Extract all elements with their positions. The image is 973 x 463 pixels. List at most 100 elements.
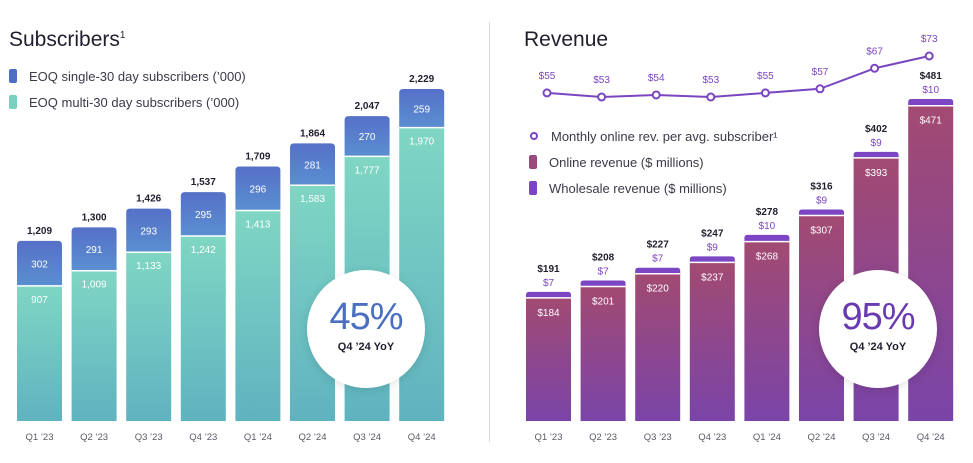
bar-online-revenue xyxy=(580,286,626,421)
subscribers-yoy-label: Q4 ’24 YoY xyxy=(337,341,395,353)
bar-single-subscribers xyxy=(17,240,62,286)
label-multi-value: 1,009 xyxy=(82,280,107,291)
label-wholesale-value: $10 xyxy=(759,221,776,232)
bar-multi-subscribers xyxy=(180,236,226,421)
revenue-yoy-badge: 95% Q4 ’24 YoY xyxy=(819,270,937,388)
x-tick-label: Q4 ’23 xyxy=(698,432,726,443)
label-single-value: 270 xyxy=(359,132,376,143)
panel-divider xyxy=(489,22,490,442)
legend-swatch-wholesale xyxy=(529,181,537,195)
label-total-subscribers: 1,300 xyxy=(82,212,107,223)
bar-wholesale-revenue xyxy=(908,99,954,106)
x-tick-label: Q2 ’24 xyxy=(299,432,327,443)
bar-wholesale-revenue xyxy=(580,280,626,287)
bar-wholesale-revenue xyxy=(635,267,681,274)
x-tick-label: Q1 ’24 xyxy=(244,432,272,443)
x-tick-label: Q1 ’24 xyxy=(753,432,781,443)
label-arpu-value: $55 xyxy=(539,71,556,82)
label-arpu-value: $67 xyxy=(866,46,883,57)
legend-item-online: Online revenue ($ millions) xyxy=(529,149,778,175)
bar-wholesale-revenue xyxy=(799,209,844,216)
label-wholesale-value: $10 xyxy=(922,85,939,96)
label-total-subscribers: 1,864 xyxy=(300,128,325,139)
label-total-subscribers: 1,537 xyxy=(191,177,216,188)
revenue-title: Revenue xyxy=(524,28,609,51)
arpu-point xyxy=(815,84,825,94)
legend-label-online: Online revenue ($ millions) xyxy=(549,154,704,170)
label-single-value: 291 xyxy=(86,245,103,256)
label-total-revenue: $481 xyxy=(920,71,943,82)
label-online-value: $237 xyxy=(701,272,724,283)
legend-label-arpu: Monthly online rev. per avg. subscriber¹ xyxy=(551,128,778,144)
arpu-point xyxy=(597,92,607,102)
bar-wholesale-revenue xyxy=(744,234,790,242)
bar-online-revenue xyxy=(689,262,735,421)
label-wholesale-value: $9 xyxy=(871,138,883,149)
label-online-value: $307 xyxy=(810,225,833,236)
label-arpu-value: $53 xyxy=(593,75,610,86)
bar-multi-subscribers xyxy=(71,270,117,421)
x-tick-label: Q2 ’24 xyxy=(808,432,836,443)
bar-online-revenue xyxy=(635,273,681,421)
x-tick-label: Q1 ’23 xyxy=(26,432,54,443)
label-multi-value: 1,242 xyxy=(191,245,216,256)
label-online-value: $201 xyxy=(592,296,615,307)
label-arpu-value: $54 xyxy=(648,73,665,84)
bar-single-subscribers xyxy=(235,166,281,211)
subscribers-yoy-value: 45% xyxy=(329,296,403,338)
arpu-point xyxy=(760,88,770,98)
label-online-value: $220 xyxy=(647,284,670,295)
revenue-yoy-label: Q4 ’24 YoY xyxy=(849,341,907,353)
label-wholesale-value: $9 xyxy=(707,242,719,253)
x-tick-label: Q4 ’24 xyxy=(408,432,436,443)
legend-swatch-multi xyxy=(9,95,17,109)
bar-wholesale-revenue xyxy=(689,256,735,263)
arpu-point xyxy=(651,90,661,100)
subscribers-legend: EOQ single-30 day subscribers (’000) EOQ… xyxy=(9,63,246,115)
bar-multi-subscribers xyxy=(399,127,445,422)
legend-label-multi: EOQ multi-30 day subscribers (’000) xyxy=(29,94,240,110)
label-multi-value: 1,970 xyxy=(409,137,434,148)
label-total-revenue: $247 xyxy=(701,228,724,239)
label-single-value: 259 xyxy=(413,104,430,115)
label-total-revenue: $316 xyxy=(810,181,833,192)
label-wholesale-value: $7 xyxy=(652,254,664,265)
legend-swatch-online xyxy=(529,155,537,169)
bar-multi-subscribers xyxy=(235,210,281,421)
subscribers-title: Subscribers1 xyxy=(9,28,126,51)
arpu-point xyxy=(870,63,880,73)
legend-label-wholesale: Wholesale revenue ($ millions) xyxy=(549,180,727,196)
label-total-revenue: $278 xyxy=(756,207,779,218)
bar-online-revenue xyxy=(526,297,571,421)
x-tick-label: Q2 ’23 xyxy=(589,432,617,443)
label-arpu-value: $53 xyxy=(702,75,719,86)
bar-online-revenue xyxy=(744,241,790,421)
label-multi-value: 1,583 xyxy=(300,194,325,205)
label-single-value: 293 xyxy=(140,226,157,237)
label-wholesale-value: $7 xyxy=(598,266,610,277)
label-arpu-value: $57 xyxy=(812,67,829,78)
arpu-point xyxy=(706,92,716,102)
legend-label-single: EOQ single-30 day subscribers (’000) xyxy=(29,68,246,84)
x-tick-label: Q3 ’24 xyxy=(353,432,381,443)
bar-wholesale-revenue xyxy=(526,291,571,298)
arpu-line xyxy=(546,55,930,99)
legend-item-multi: EOQ multi-30 day subscribers (’000) xyxy=(9,89,246,115)
label-total-revenue: $208 xyxy=(592,252,615,263)
x-tick-label: Q3 ’23 xyxy=(135,432,163,443)
revenue-legend: Monthly online rev. per avg. subscriber¹… xyxy=(529,123,778,201)
legend-item-single: EOQ single-30 day subscribers (’000) xyxy=(9,63,246,89)
label-total-revenue: $227 xyxy=(647,240,670,251)
bar-single-subscribers xyxy=(71,227,117,271)
legend-item-wholesale: Wholesale revenue ($ millions) xyxy=(529,175,778,201)
bar-wholesale-revenue xyxy=(853,151,899,158)
legend-item-arpu: Monthly online rev. per avg. subscriber¹ xyxy=(529,123,778,149)
label-multi-value: 1,413 xyxy=(245,220,270,231)
x-tick-label: Q1 ’23 xyxy=(535,432,563,443)
label-multi-value: 1,133 xyxy=(136,261,161,272)
bar-multi-subscribers xyxy=(126,252,172,421)
x-tick-label: Q4 ’24 xyxy=(917,432,945,443)
bar-single-subscribers xyxy=(290,143,335,186)
subscribers-yoy-badge: 45% Q4 ’24 YoY xyxy=(307,270,425,388)
legend-ring-icon xyxy=(530,132,538,140)
